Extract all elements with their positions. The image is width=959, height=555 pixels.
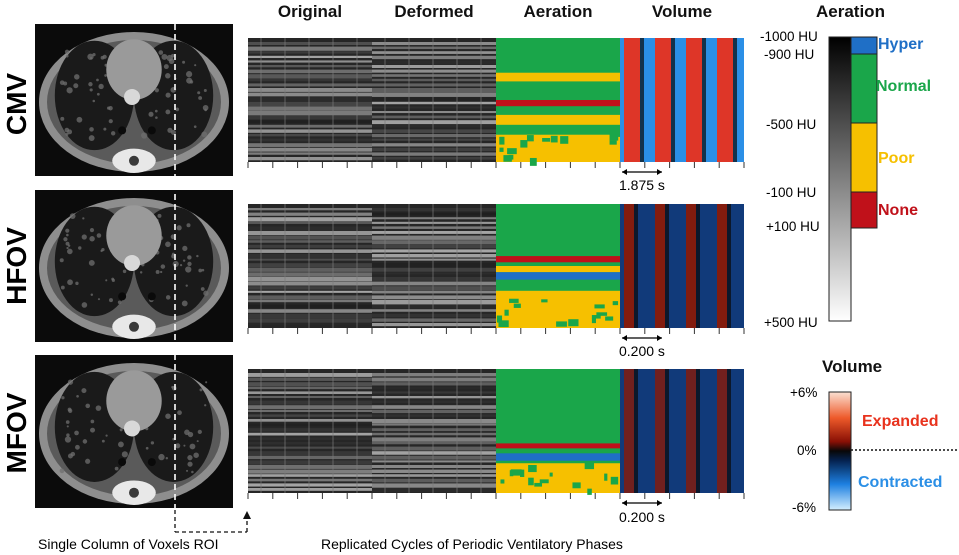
aeration-label-normal: Normal — [876, 78, 932, 95]
header-aeration: Aeration — [523, 2, 593, 21]
header-deformed: Deformed — [394, 2, 474, 21]
aeration-normal-swatch — [850, 53, 878, 124]
volume-label-contracted: Contracted — [858, 474, 943, 491]
timescale-hfov: 0.200 s — [619, 343, 665, 359]
timescale-cmv: 1.875 s — [619, 177, 665, 193]
ct-slice-hfov — [35, 190, 233, 342]
volume-tick-plus: +6% — [790, 385, 818, 400]
caption-roi: Single Column of Voxels ROI — [38, 536, 219, 552]
ct-slice-cmv — [35, 24, 233, 176]
hu-tick-3: -500 HU — [766, 117, 817, 132]
header-original: Original — [277, 2, 343, 21]
volume-tick-zero: 0% — [797, 443, 817, 458]
hu-tick-1: -1000 HU — [760, 29, 818, 44]
aeration-label-hyper: Hyper — [878, 36, 924, 53]
hu-tick-6: +500 HU — [764, 315, 818, 330]
hu-tick-5: +100 HU — [766, 219, 820, 234]
aeration-poor-swatch — [850, 122, 878, 193]
aeration-legend-title: Aeration — [816, 2, 885, 21]
volume-tick-minus: -6% — [792, 500, 817, 515]
hu-tick-4: -100 HU — [766, 185, 817, 200]
header-volume: Volume — [651, 2, 713, 21]
aeration-label-none: None — [878, 202, 918, 219]
hu-tick-2: -900 HU — [764, 47, 815, 62]
aeration-colorbar — [828, 36, 878, 322]
aeration-label-poor: Poor — [878, 150, 915, 167]
caption-cycles: Replicated Cycles of Periodic Ventilator… — [321, 536, 623, 552]
volume-legend-title: Volume — [822, 357, 883, 376]
ct-slice-mfov — [35, 355, 233, 508]
volume-colorbar — [828, 391, 958, 511]
roi-arrowhead — [243, 511, 251, 519]
aeration-none-swatch — [850, 191, 878, 229]
volume-label-expanded: Expanded — [862, 413, 939, 430]
timescale-mfov: 0.200 s — [619, 509, 665, 525]
strip-panels — [247, 38, 745, 506]
